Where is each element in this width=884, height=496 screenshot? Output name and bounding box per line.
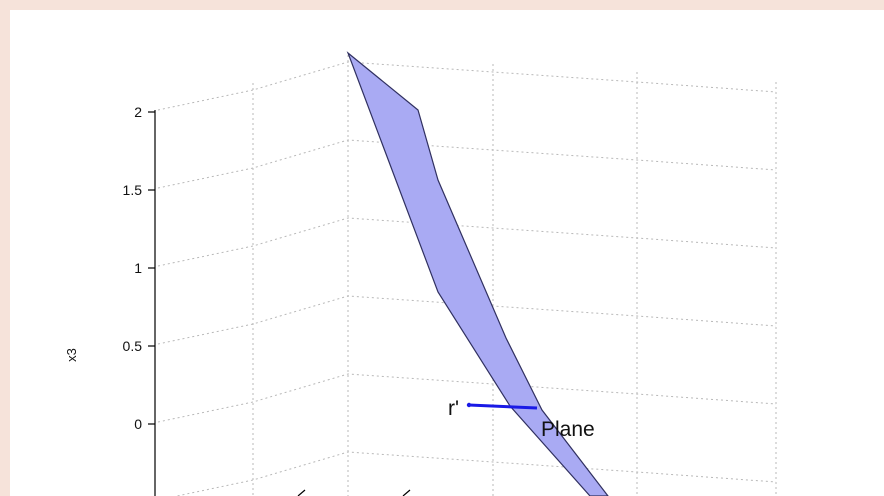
plane-label: Plane xyxy=(541,418,595,441)
z-tick-label: 1 xyxy=(134,260,142,276)
horizontal-grid xyxy=(157,61,777,496)
bottom-axis-stub-1 xyxy=(297,489,306,496)
z-gridline xyxy=(157,373,777,423)
vertical-grid xyxy=(252,55,777,496)
plot-frame: 2 1.5 1 0.5 0 -0.5 x3 r' Plane xyxy=(10,10,884,496)
z-gridline xyxy=(157,61,777,111)
z-axis-ticks: 2 1.5 1 0.5 0 -0.5 xyxy=(118,104,155,496)
chart-svg: 2 1.5 1 0.5 0 -0.5 x3 r' Plane xyxy=(64,51,777,496)
z-tick-label: 1.5 xyxy=(123,182,143,198)
z-gridline xyxy=(174,451,777,496)
z-tick-label: 0.5 xyxy=(123,338,143,354)
z-tick-label: 2 xyxy=(134,104,142,120)
r-prime-label: r' xyxy=(448,397,459,420)
bottom-axis-stub-2 xyxy=(402,489,411,496)
z-tick-label: -0.5 xyxy=(118,494,142,496)
z-gridline xyxy=(157,217,777,267)
z-gridline xyxy=(157,139,777,189)
z-axis-label: x3 xyxy=(64,348,79,362)
z-tick-label: 0 xyxy=(134,416,142,432)
r-prime-segment xyxy=(468,403,538,410)
z-gridline xyxy=(157,295,777,345)
r-prime-point xyxy=(466,402,472,408)
plane-surface xyxy=(346,51,609,496)
